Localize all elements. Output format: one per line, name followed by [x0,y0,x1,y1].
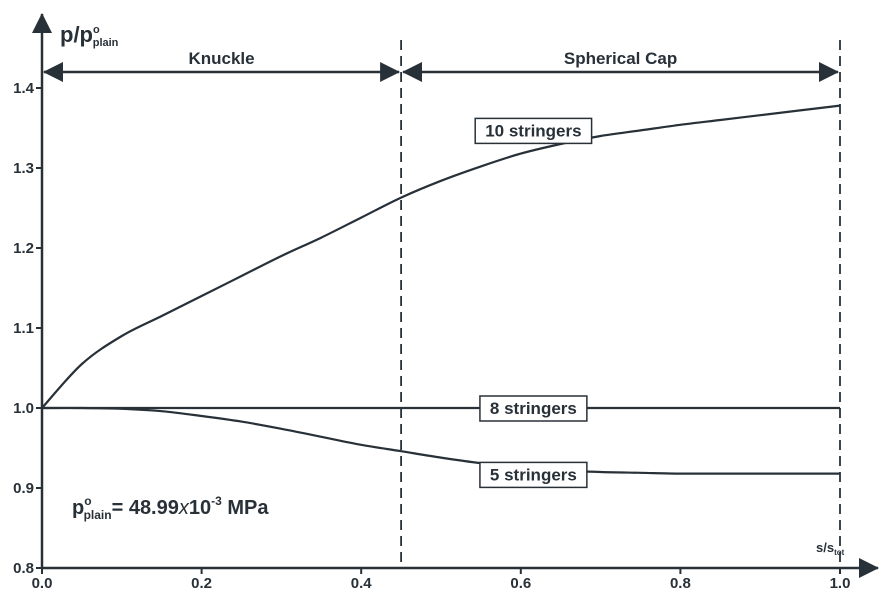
region-label: Spherical Cap [564,49,677,68]
series-label-group: 8 stringers [479,395,588,422]
series-labels: 10 stringers 8 stringers 5 stringers [474,117,593,489]
series-label-box [479,395,588,422]
formula-unit: MPa [222,497,270,519]
series-label: 10 stringers [485,121,581,140]
x-tick-label: 0.4 [351,575,373,592]
formula-ten: 10 [189,497,211,519]
region-annotations: Knuckle Spherical Cap [43,49,839,82]
x-tick-label: 0.0 [32,575,53,592]
y-axis-label-sup: o [93,24,100,36]
formula-p: p [72,497,84,519]
x-axis-label: s/stot [816,540,845,557]
series-label: 5 stringers [490,465,577,484]
x-axis-label-main: s/s [816,540,834,555]
y-axis-label: p/po plain [60,22,119,49]
ticks: 0.8 0.9 1.0 1.1 1.2 1.3 1.4 0.0 0.2 0.4 0.6 0.8 1.0 [13,80,850,592]
series-label: 8 stringers [490,399,577,418]
series-label-group: 10 stringers [474,117,593,145]
y-axis-label-sub: plain [93,37,119,49]
reference-pressure-annotation: po plain= 48.99x10-3 MPa [72,494,269,522]
region-label: Knuckle [188,49,254,68]
axes [32,13,879,578]
series-label-group: 5 stringers [479,461,588,489]
y-tick-label: 1.3 [13,160,34,177]
formula-sub: plain [84,508,112,522]
x-tick-label: 0.8 [670,575,691,592]
formula-times: x [178,497,190,519]
y-tick-label: 1.0 [13,400,34,417]
series-label-box [479,461,588,489]
y-tick-label: 1.1 [13,320,34,337]
series-line [41,406,840,475]
formula-exp: -3 [211,494,222,508]
formula-value: = 48.99 [112,497,179,519]
y-tick-label: 1.2 [13,240,34,257]
x-tick-label: 0.2 [191,575,212,592]
region-boundaries [400,40,841,568]
y-tick-label: 1.4 [13,80,35,97]
series-line [41,104,841,409]
x-tick-label: 0.6 [510,575,531,592]
y-tick-label: 0.8 [13,560,34,577]
y-tick-label: 0.9 [13,480,34,497]
formula-sup: o [84,494,91,508]
series-label-box [474,117,593,145]
x-tick-label: 1.0 [830,575,851,592]
series-curves [41,104,841,475]
y-axis-label-main: p/p [60,22,93,47]
x-axis-label-sub: tot [834,548,845,557]
